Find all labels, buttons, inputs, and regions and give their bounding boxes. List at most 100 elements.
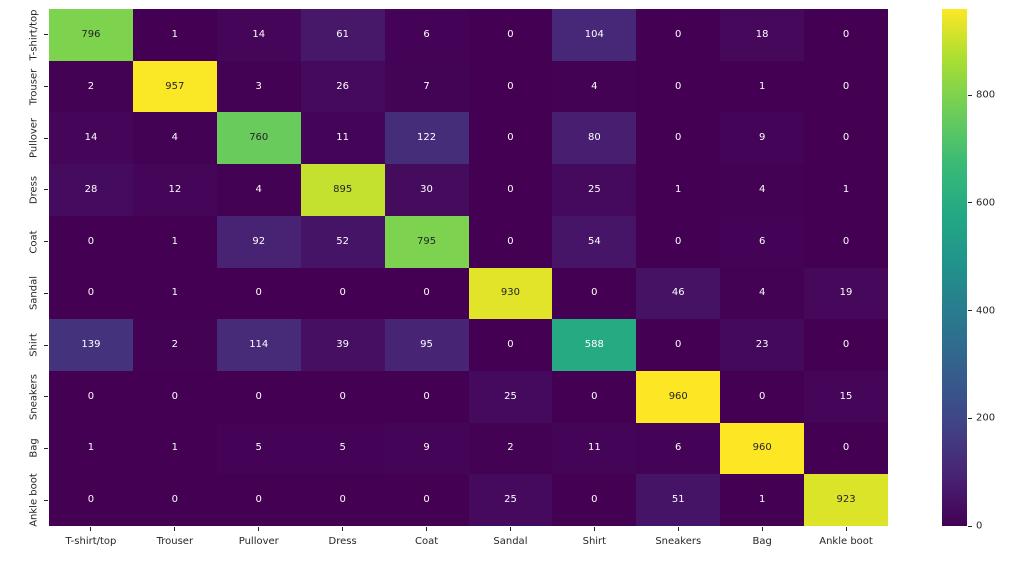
x-tick-mark (174, 527, 176, 531)
y-tick-mark (44, 396, 48, 398)
heatmap-cell: 0 (468, 164, 553, 216)
heatmap-cell: 12 (132, 164, 217, 216)
x-tick-label: Dress (328, 536, 357, 547)
y-tick-label: Sandal (28, 276, 40, 311)
heatmap-cell: 28 (49, 164, 133, 216)
heatmap-cell: 0 (49, 474, 133, 526)
y-tick-label: Ankle boot (28, 473, 40, 527)
heatmap-cell: 1 (636, 164, 721, 216)
heatmap-cell: 1 (720, 474, 805, 526)
y-tick-mark (44, 137, 48, 139)
x-tick-mark (258, 527, 260, 531)
colorbar-tick-mark (968, 417, 972, 419)
heatmap-cell: 52 (300, 215, 385, 268)
heatmap-cell: 5 (216, 422, 301, 475)
heatmap-cell: 6 (384, 9, 469, 61)
heatmap-cell: 1 (49, 422, 133, 475)
y-tick-mark (44, 86, 48, 88)
heatmap-cell: 0 (636, 9, 721, 61)
heatmap-cell: 4 (720, 267, 805, 320)
heatmap-cell: 54 (552, 215, 637, 268)
heatmap-cell: 0 (132, 370, 217, 423)
heatmap-cell: 0 (804, 319, 888, 371)
y-tick-label: Coat (28, 230, 40, 254)
heatmap-cell: 0 (132, 474, 217, 526)
y-tick-mark (44, 241, 48, 243)
heatmap-cell: 11 (552, 422, 637, 475)
heatmap-cell: 0 (384, 474, 469, 526)
y-tick-label: Shirt (28, 333, 40, 357)
heatmap-cell: 0 (468, 215, 553, 268)
heatmap-cell: 4 (216, 164, 301, 216)
heatmap-cell: 9 (720, 112, 805, 165)
heatmap-cell: 0 (384, 267, 469, 320)
heatmap-cell: 0 (804, 422, 888, 475)
x-tick-label: Trouser (156, 536, 194, 547)
heatmap-cell: 9 (384, 422, 469, 475)
heatmap-cell: 1 (132, 267, 217, 320)
heatmap-cell: 15 (804, 370, 888, 423)
heatmap-cell: 0 (636, 112, 721, 165)
heatmap-cell: 3 (216, 60, 301, 113)
x-tick-mark (761, 527, 763, 531)
x-tick-label: Coat (414, 536, 439, 547)
heatmap-cell: 960 (720, 422, 805, 475)
heatmap-cell: 25 (468, 474, 553, 526)
heatmap-cell: 46 (636, 267, 721, 320)
heatmap-cell: 104 (552, 9, 637, 61)
heatmap-cell: 25 (552, 164, 637, 216)
colorbar-tick-mark (968, 310, 972, 312)
heatmap-cell: 30 (384, 164, 469, 216)
heatmap-cell: 4 (720, 164, 805, 216)
x-tick-mark (426, 527, 428, 531)
x-tick-label: Pullover (238, 536, 279, 547)
heatmap-cell: 0 (636, 215, 721, 268)
heatmap-cell: 957 (132, 60, 217, 113)
heatmap-cell: 0 (552, 474, 637, 526)
heatmap-cell: 1 (132, 9, 217, 61)
heatmap-cell: 7 (384, 60, 469, 113)
heatmap-cell: 1 (804, 164, 888, 216)
heatmap-cell: 923 (804, 474, 888, 526)
y-tick-mark (44, 189, 48, 191)
heatmap-cell: 0 (468, 112, 553, 165)
heatmap-cell: 0 (216, 267, 301, 320)
x-tick-label: Ankle boot (819, 536, 873, 547)
heatmap-cell: 1 (132, 422, 217, 475)
colorbar-tick-label: 800 (976, 89, 996, 101)
heatmap-cell: 930 (468, 267, 553, 320)
x-tick-mark (509, 527, 511, 531)
colorbar-tick-label: 400 (976, 305, 996, 317)
heatmap-cell: 0 (49, 215, 133, 268)
x-tick-label: Shirt (582, 536, 607, 547)
heatmap-cell: 51 (636, 474, 721, 526)
heatmap-cell: 80 (552, 112, 637, 165)
colorbar-tick-mark (968, 94, 972, 96)
heatmap-cell: 1 (132, 215, 217, 268)
heatmap-cell: 0 (216, 474, 301, 526)
heatmap-cell: 0 (468, 9, 553, 61)
heatmap-cell: 25 (468, 370, 553, 423)
heatmap-cell: 0 (468, 319, 553, 371)
y-tick-mark (44, 34, 48, 36)
y-tick-label: Trouser (28, 68, 40, 105)
y-tick-label: Pullover (28, 118, 40, 159)
x-tick-label: Sneakers (655, 536, 702, 547)
heatmap-cell: 0 (552, 267, 637, 320)
x-tick-label: T-shirt/top (65, 536, 117, 547)
colorbar (942, 9, 967, 526)
heatmap-cell: 4 (552, 60, 637, 113)
x-tick-mark (342, 527, 344, 531)
heatmap-cell: 92 (216, 215, 301, 268)
heatmap-cell: 0 (49, 267, 133, 320)
heatmap-cell: 960 (636, 370, 721, 423)
x-tick-mark (845, 527, 847, 531)
x-tick-label: Sandal (493, 536, 528, 547)
y-tick-mark (44, 344, 48, 346)
y-tick-label: T-shirt/top (28, 9, 40, 61)
colorbar-tick-label: 600 (976, 197, 996, 209)
heatmap-cell: 795 (384, 215, 469, 268)
heatmap-cell: 2 (468, 422, 553, 475)
colorbar-tick-mark (968, 202, 972, 204)
heatmap-cell: 4 (132, 112, 217, 165)
